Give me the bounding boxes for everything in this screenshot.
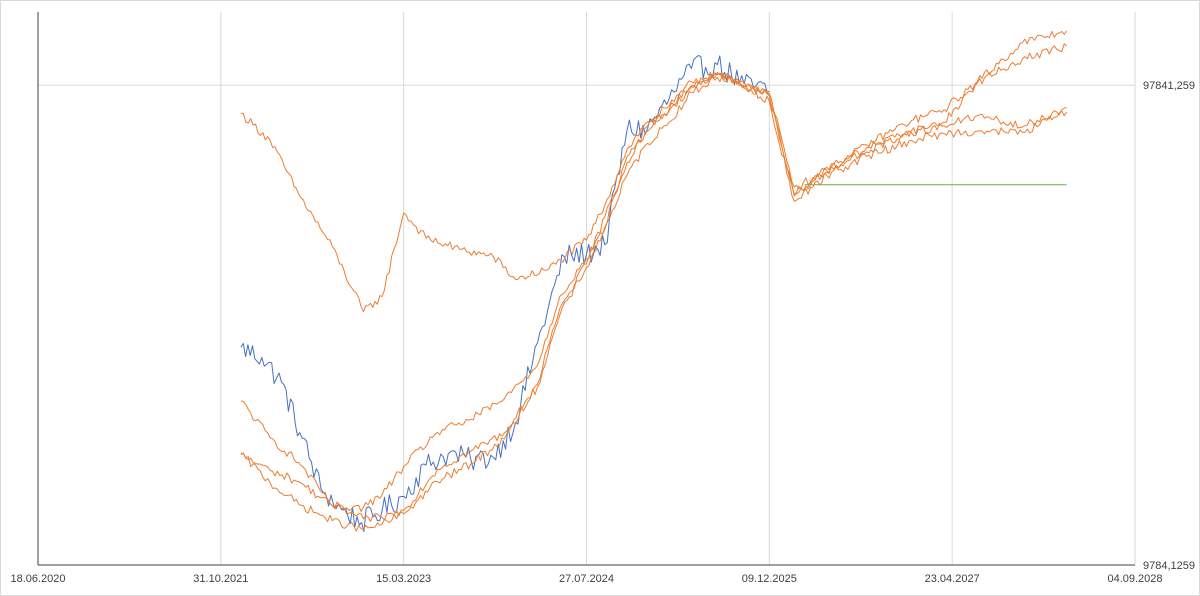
series-group bbox=[240, 30, 1068, 533]
y-tick-label: 97841,259 bbox=[1143, 80, 1195, 92]
x-tick-label: 09.12.2025 bbox=[742, 573, 797, 585]
x-tick-label: 31.10.2021 bbox=[193, 573, 248, 585]
x-tick-label: 18.06.2020 bbox=[10, 573, 65, 585]
axes bbox=[37, 12, 1135, 566]
x-tick-label: 15.03.2023 bbox=[376, 573, 431, 585]
series-line-4 bbox=[240, 71, 1067, 532]
tick-labels: 18.06.2020 31.10.2021 15.03.2023 27.07.2024… bbox=[10, 80, 1195, 585]
x-tick-label: 27.07.2024 bbox=[559, 573, 614, 585]
series-line-5 bbox=[240, 72, 1068, 512]
y-tick-label: 9784,1259 bbox=[1143, 560, 1195, 572]
x-tick-label: 04.09.2028 bbox=[1107, 573, 1162, 585]
x-tick-label: 23.04.2027 bbox=[925, 573, 980, 585]
series-line-1 bbox=[240, 55, 770, 533]
series-line-2 bbox=[240, 30, 1068, 313]
gridlines bbox=[38, 12, 1136, 565]
series-line-3 bbox=[240, 43, 1067, 522]
